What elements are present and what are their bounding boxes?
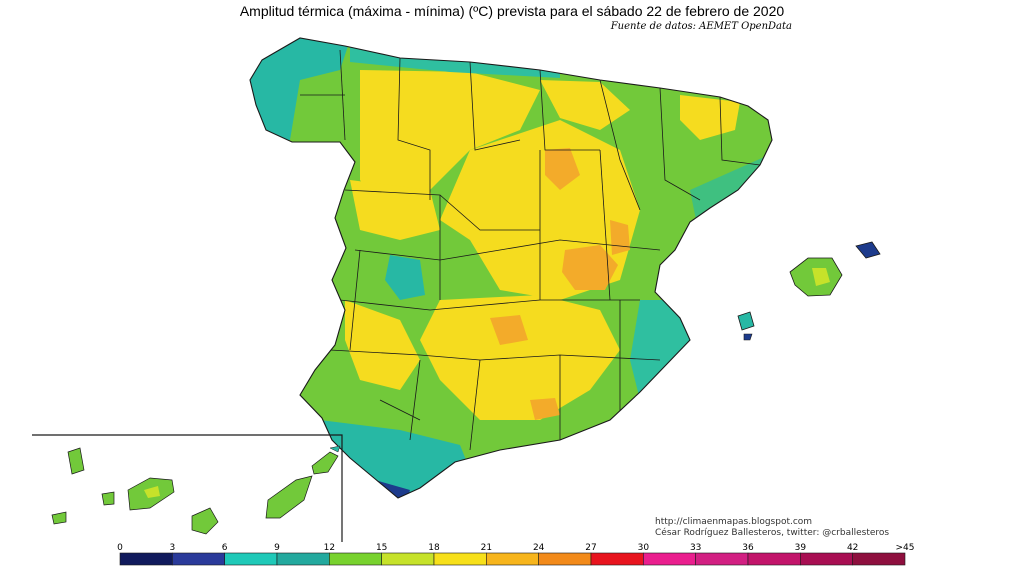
legend-swatch: [643, 552, 696, 566]
province-borders: [300, 49, 761, 451]
legend-tick-label: 30: [638, 543, 650, 553]
legend-tick-label: 18: [428, 543, 440, 553]
coast-murcia: [630, 300, 700, 400]
legend-swatch: [695, 552, 749, 566]
legend-tick-label: 3: [169, 543, 175, 553]
warm-zone-southwest: [345, 300, 420, 390]
credits-url: http://climaenmapas.blogspot.com: [655, 517, 813, 527]
legend-swatch: [590, 552, 644, 566]
island-menorca: [855, 241, 881, 259]
coast-galicia: [250, 38, 350, 140]
balearic-islands: [737, 241, 881, 341]
legend-swatch: [800, 552, 853, 566]
legend-tick-label: 33: [690, 543, 701, 553]
legend-swatch: [538, 552, 592, 566]
credits-block: http://climaenmapas.blogspot.com César R…: [655, 517, 889, 539]
island-ibiza: [737, 311, 755, 331]
hot-spot-cuenca: [610, 220, 630, 255]
island-la-palma: [67, 447, 85, 475]
island-lanzarote: [311, 451, 339, 475]
legend-tick-label: 6: [222, 543, 228, 553]
legend-swatch: [329, 552, 382, 566]
legend-tick-label: 42: [847, 543, 858, 553]
island-el-hierro: [51, 511, 67, 525]
inset-frame: [32, 434, 343, 542]
warm-zone-ebro: [540, 80, 630, 130]
island-la-gomera: [101, 491, 115, 506]
legend-tick-label: 39: [795, 543, 807, 553]
legend-swatch: [852, 552, 906, 566]
cyan-zone-extremadura: [385, 255, 425, 300]
legend-tick-label: 0: [117, 543, 123, 553]
legend-swatch: [119, 552, 173, 566]
map-title: Amplitud térmica (máxima - mínima) (ºC) …: [239, 3, 785, 19]
color-legend: 0 3 6 9 12 15 18 21 24 27 30 33 36 39 42 >45: [117, 543, 915, 566]
legend-swatch: [172, 552, 225, 566]
data-source-label: Fuente de datos: AEMET OpenData: [610, 21, 792, 32]
island-gran-canaria: [191, 507, 219, 535]
legend-swatch: [381, 552, 435, 566]
island-fuerteventura: [265, 475, 313, 519]
legend-tick-label: 24: [533, 543, 545, 553]
legend-tick-label: 9: [274, 543, 280, 553]
legend-tick-label: 21: [481, 543, 492, 553]
legend-tick-label: 27: [585, 543, 596, 553]
hot-spot-la-mancha: [562, 245, 618, 290]
hot-spot-soria: [545, 148, 580, 190]
legend-swatch: [276, 552, 330, 566]
legend-swatch: [747, 552, 801, 566]
canary-islands-inset: [32, 434, 343, 542]
legend-tick-label: 15: [376, 543, 387, 553]
warm-zone-west: [350, 180, 440, 240]
legend-tick-label: 36: [742, 543, 754, 553]
legend-swatch: [433, 552, 487, 566]
hot-spot-granada: [530, 398, 560, 420]
legend-tick-label: >45: [896, 543, 915, 553]
legend-swatch: [224, 552, 278, 566]
warm-zone-north: [360, 70, 540, 210]
hot-spot-ciudad-real: [490, 315, 528, 345]
legend-tick-label: 12: [324, 543, 335, 553]
warm-zone-pyrenees: [680, 95, 740, 140]
legend-swatch: [486, 552, 539, 566]
credits-author: César Rodríguez Ballesteros, twitter: @c…: [655, 528, 890, 538]
island-formentera: [743, 333, 753, 341]
spain-mainland: [249, 37, 773, 499]
